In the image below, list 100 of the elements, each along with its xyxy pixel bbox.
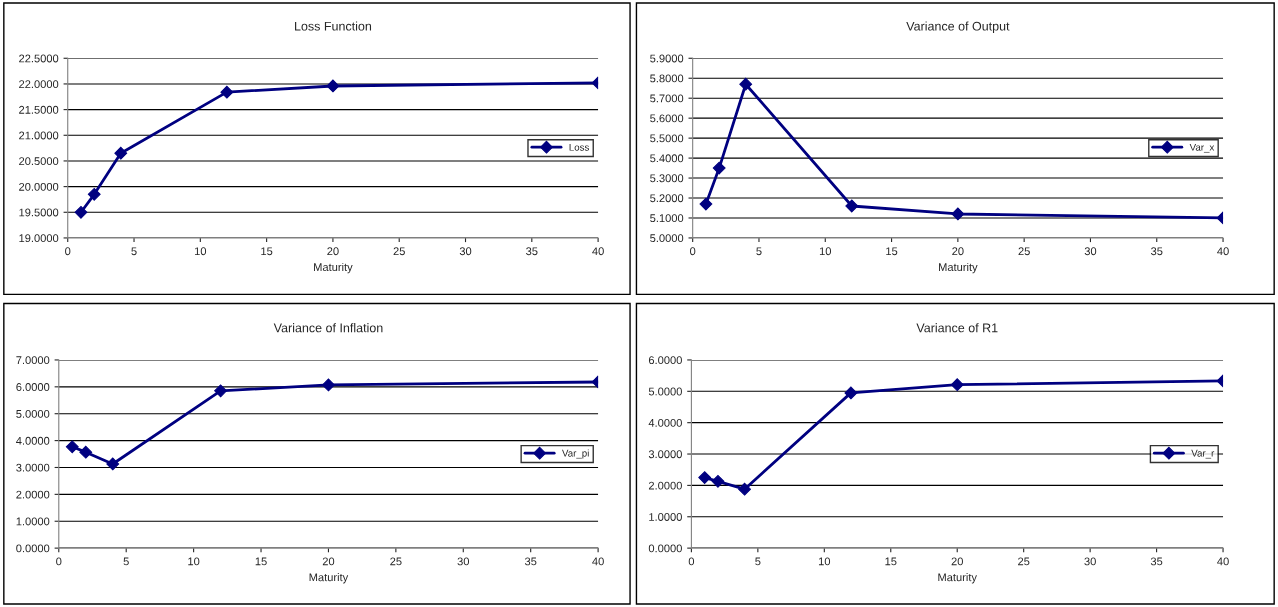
point xyxy=(114,146,128,160)
y-tick-label: 20.5000 xyxy=(19,157,59,166)
point xyxy=(87,187,101,201)
y-tick-label: 3.0000 xyxy=(16,463,50,472)
x-tick-label: 0 xyxy=(65,247,71,256)
y-tick-label: 0.0000 xyxy=(648,544,682,553)
y-tick-label: 2.0000 xyxy=(16,490,50,499)
point xyxy=(845,199,859,213)
y-tick-label: 5.0000 xyxy=(650,234,684,243)
x-tick-label: 15 xyxy=(885,557,897,566)
y-tick-label: 1.0000 xyxy=(16,517,50,526)
x-tick-label: 5 xyxy=(756,247,762,256)
point xyxy=(106,457,120,471)
x-tick-label: 30 xyxy=(457,557,470,566)
y-tick-label: 5.4000 xyxy=(650,154,684,163)
point xyxy=(739,77,753,91)
x-tick-label: 35 xyxy=(524,557,537,566)
y-tick-label: 6.0000 xyxy=(648,356,682,365)
y-tick-label: 19.5000 xyxy=(19,208,59,217)
x-tick-label: 30 xyxy=(1084,557,1096,566)
chart-title: Variance of Inflation xyxy=(273,323,383,333)
y-tick-label: 21.5000 xyxy=(19,105,59,114)
x-tick-label: 40 xyxy=(592,557,604,566)
x-tick-label: 30 xyxy=(459,247,472,256)
x-axis-title: Maturity xyxy=(314,262,353,274)
y-tick-label: 5.0000 xyxy=(16,409,50,418)
y-tick-label: 5.2000 xyxy=(650,194,684,203)
y-tick-label: 21.0000 xyxy=(19,131,59,140)
chart-title: Loss Function xyxy=(295,21,372,31)
y-tick-label: 1.0000 xyxy=(649,513,682,521)
chart-title: Variance of R1 xyxy=(916,323,998,333)
point xyxy=(220,85,234,99)
legend-label: Var_x xyxy=(1189,143,1215,153)
y-tick-label: 0.0000 xyxy=(16,544,50,553)
point xyxy=(79,445,93,459)
x-tick-label: 10 xyxy=(819,247,832,256)
legend-label: Var_pi xyxy=(562,449,589,459)
y-tick-label: 3.0000 xyxy=(648,450,682,459)
x-tick-label: 30 xyxy=(1084,247,1097,256)
y-tick-label: 5.1000 xyxy=(650,214,684,223)
point xyxy=(738,482,751,496)
legend-label: Loss xyxy=(569,143,589,151)
x-tick-label: 15 xyxy=(255,557,267,566)
y-tick-label: 22.5000 xyxy=(19,54,59,63)
y-tick-label: 20.0000 xyxy=(19,182,59,191)
x-tick-label: 25 xyxy=(393,247,405,256)
x-tick-label: 20 xyxy=(327,247,339,256)
x-tick-label: 35 xyxy=(526,247,538,256)
y-tick-label: 5.9000 xyxy=(650,54,684,63)
y-tick-label: 2.0000 xyxy=(648,481,682,490)
x-tick-label: 40 xyxy=(592,247,604,256)
point xyxy=(699,197,713,211)
x-axis-title: Maturity xyxy=(309,573,349,584)
x-tick-label: 25 xyxy=(390,557,402,566)
x-tick-label: 5 xyxy=(755,557,761,566)
y-tick-label: 7.0000 xyxy=(16,356,50,365)
x-tick-label: 20 xyxy=(322,557,335,566)
x-tick-label: 0 xyxy=(688,557,695,566)
x-tick-label: 25 xyxy=(1018,557,1030,566)
x-tick-label: 15 xyxy=(886,247,898,256)
point xyxy=(951,207,965,221)
legend-label: Var_r xyxy=(1191,449,1215,459)
x-tick-label: 0 xyxy=(56,557,62,566)
y-tick-label: 5.3000 xyxy=(650,174,684,183)
point xyxy=(698,471,712,484)
y-tick-label: 5.7000 xyxy=(650,94,684,103)
point xyxy=(712,161,726,175)
y-tick-label: 22.0000 xyxy=(19,80,59,89)
x-tick-label: 15 xyxy=(261,247,273,256)
x-tick-label: 40 xyxy=(1217,247,1229,256)
point xyxy=(322,378,335,392)
point xyxy=(950,378,964,392)
y-tick-label: 5.8000 xyxy=(650,74,684,83)
x-tick-label: 10 xyxy=(818,557,831,566)
x-tick-label: 5 xyxy=(123,557,129,566)
x-tick-label: 40 xyxy=(1217,557,1229,566)
y-tick-label: 19.0000 xyxy=(19,234,59,243)
x-tick-label: 0 xyxy=(690,247,696,256)
x-tick-label: 20 xyxy=(952,247,964,256)
y-tick-label: 6.0000 xyxy=(16,383,50,391)
point xyxy=(844,386,858,400)
point xyxy=(711,474,725,488)
y-tick-label: 5.0000 xyxy=(648,387,682,396)
y-tick-label: 4.0000 xyxy=(648,418,682,427)
x-tick-label: 25 xyxy=(1018,247,1030,256)
y-tick-label: 5.5000 xyxy=(650,134,684,143)
point xyxy=(65,440,79,454)
point xyxy=(74,205,88,219)
x-tick-label: 5 xyxy=(131,247,137,256)
x-tick-label: 10 xyxy=(194,247,207,256)
x-tick-label: 10 xyxy=(188,557,200,566)
chart-title: Variance of Output xyxy=(906,21,1010,34)
point xyxy=(326,79,340,93)
x-axis-title: Maturity xyxy=(938,573,977,584)
x-tick-label: 35 xyxy=(1150,247,1163,256)
x-axis-title: Maturity xyxy=(939,262,978,274)
y-tick-label: 4.0000 xyxy=(16,436,50,445)
x-tick-label: 20 xyxy=(951,557,963,566)
x-tick-label: 35 xyxy=(1150,557,1163,566)
point xyxy=(214,384,227,398)
